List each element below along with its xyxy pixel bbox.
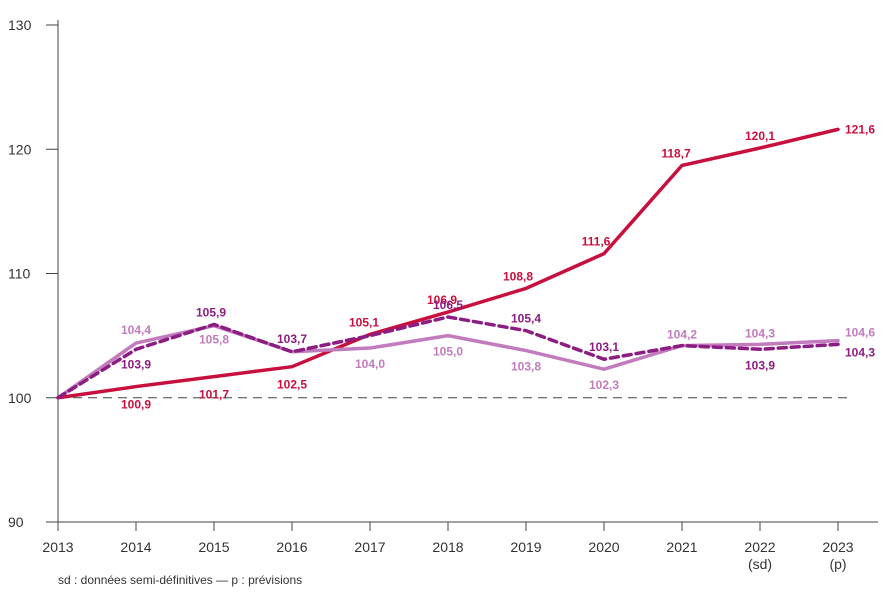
data-label: 108,8 xyxy=(503,269,533,283)
y-tick-label: 120 xyxy=(8,141,32,157)
footnote: sd : données semi-définitives — p : prév… xyxy=(58,573,303,587)
data-label: 118,7 xyxy=(661,146,691,160)
data-label: 102,5 xyxy=(277,378,307,392)
data-label: 104,0 xyxy=(355,357,385,371)
data-label: 100,9 xyxy=(121,398,151,412)
data-label: 120,1 xyxy=(745,129,775,143)
data-labels-layer: 100,9 101,7 102,5 105,1 106,9 108,8 111,6 118,7… xyxy=(121,122,875,411)
x-tick-label: 2021 xyxy=(666,539,697,555)
y-tick-label: 130 xyxy=(8,17,32,33)
data-label: 102,3 xyxy=(589,378,619,392)
data-label: 106,9 xyxy=(427,293,457,307)
data-label: 104,2 xyxy=(667,328,697,342)
data-label: 104,4 xyxy=(121,323,151,337)
data-label: 101,7 xyxy=(199,388,229,402)
y-tick-label: 110 xyxy=(8,266,31,282)
data-label: 104,3 xyxy=(845,345,875,359)
x-tick-label: 2019 xyxy=(510,539,541,555)
y-tick-label: 100 xyxy=(8,390,32,406)
data-label: 103,9 xyxy=(745,358,775,372)
data-label: 105,1 xyxy=(349,315,379,329)
series-line-purple-dashed xyxy=(56,315,840,400)
data-label: 105,4 xyxy=(511,312,541,326)
data-label: 121,6 xyxy=(845,122,875,136)
data-label: 106,5 xyxy=(433,298,463,312)
x-tick-label: 2022 xyxy=(744,539,775,555)
data-label: 104,3 xyxy=(745,326,775,340)
x-tick-sublabel: (p) xyxy=(829,556,846,572)
data-label: 103,8 xyxy=(511,360,541,374)
x-tick-label: 2016 xyxy=(276,539,307,555)
x-tick-sublabel: (sd) xyxy=(748,556,772,572)
series-layer xyxy=(56,127,840,400)
data-label: 105,9 xyxy=(196,305,226,319)
data-label: 105,8 xyxy=(199,333,229,347)
data-label: 105,0 xyxy=(433,345,463,359)
data-label: 111,6 xyxy=(582,235,611,249)
data-label: 103,7 xyxy=(277,332,307,346)
x-tick-label: 2020 xyxy=(588,539,619,555)
data-label: 103,1 xyxy=(589,340,619,354)
x-tick-label: 2013 xyxy=(42,539,73,555)
chart-axes: 90 100 110 120 130 2013 2014 2015 2016 2017 2018 20… xyxy=(8,17,878,572)
x-tick-label: 2023 xyxy=(822,539,853,555)
x-tick-label: 2018 xyxy=(432,539,463,555)
x-tick-label: 2015 xyxy=(198,539,229,555)
y-tick-label: 90 xyxy=(8,514,24,530)
series-line-red xyxy=(56,127,840,400)
x-tick-label: 2014 xyxy=(120,539,151,555)
data-label: 103,9 xyxy=(121,357,151,371)
x-tick-label: 2017 xyxy=(354,539,385,555)
data-label: 104,6 xyxy=(845,326,875,340)
